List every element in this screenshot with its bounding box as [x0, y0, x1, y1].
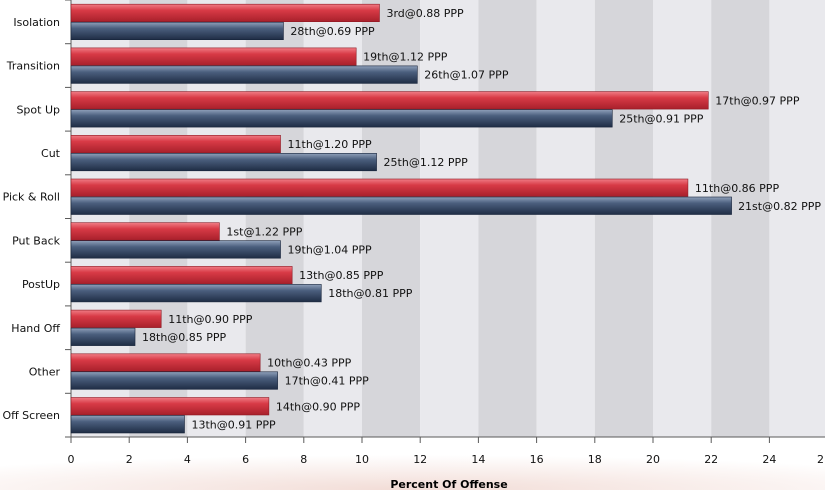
bar-opponent[interactable]	[71, 66, 417, 84]
bar-opponent[interactable]	[71, 110, 612, 128]
bar-data-label: 28th@0.69 PPP	[290, 25, 375, 38]
category-label: Other	[29, 365, 61, 378]
x-tick-label: 18	[588, 453, 602, 466]
bar-data-label: 18th@0.85 PPP	[142, 331, 227, 344]
bar-opponent[interactable]	[71, 416, 184, 434]
bar-data-label: 21st@0.82 PPP	[738, 200, 821, 213]
bar-data-label: 17th@0.97 PPP	[715, 94, 800, 107]
x-tick-label: 4	[184, 453, 191, 466]
bar-team[interactable]	[71, 179, 688, 197]
bar-data-label: 18th@0.81 PPP	[328, 287, 413, 300]
bar-data-label: 11th@0.86 PPP	[695, 182, 780, 195]
x-tick-label: 0	[68, 453, 75, 466]
bar-team[interactable]	[71, 48, 356, 66]
x-tick-label: 2	[126, 453, 133, 466]
x-tick-label: 2	[817, 453, 824, 466]
grid-band	[362, 0, 420, 437]
category-label: Cut	[41, 147, 61, 160]
x-tick-label: 6	[242, 453, 249, 466]
bar-data-label: 13th@0.85 PPP	[299, 269, 384, 282]
x-tick-label: 12	[413, 453, 427, 466]
bar-data-label: 17th@0.41 PPP	[285, 375, 370, 388]
bar-team[interactable]	[71, 398, 269, 416]
category-label: PostUp	[22, 278, 60, 291]
grid-band	[420, 0, 478, 437]
x-tick-label: 14	[471, 453, 485, 466]
grid-band	[711, 0, 769, 437]
bar-data-label: 14th@0.90 PPP	[276, 400, 361, 413]
bar-opponent[interactable]	[71, 284, 321, 302]
bar-data-label: 19th@1.04 PPP	[288, 243, 373, 256]
category-label: Isolation	[13, 16, 60, 29]
bar-team[interactable]	[71, 266, 292, 284]
category-label: Pick & Roll	[3, 191, 60, 204]
x-tick-label: 22	[704, 453, 718, 466]
bar-data-label: 25th@0.91 PPP	[619, 112, 704, 125]
bar-data-label: 10th@0.43 PPP	[267, 357, 352, 370]
bar-opponent[interactable]	[71, 241, 281, 259]
bar-opponent[interactable]	[71, 328, 135, 346]
bar-team[interactable]	[71, 310, 161, 328]
bar-opponent[interactable]	[71, 372, 278, 390]
category-label: Off Screen	[2, 409, 60, 422]
x-axis-title: Percent Of Offense	[390, 478, 507, 490]
grid-band	[653, 0, 711, 437]
grid-band	[537, 0, 595, 437]
bar-opponent[interactable]	[71, 197, 732, 215]
bar-opponent[interactable]	[71, 153, 377, 171]
bar-data-label: 19th@1.12 PPP	[363, 51, 448, 64]
grid-band	[769, 0, 825, 437]
grid-band	[478, 0, 536, 437]
grid-band	[595, 0, 653, 437]
category-label: Put Back	[12, 234, 61, 247]
bar-team[interactable]	[71, 92, 708, 110]
bar-data-label: 13th@0.91 PPP	[191, 418, 276, 431]
bar-data-label: 1st@1.22 PPP	[226, 225, 302, 238]
bar-team[interactable]	[71, 135, 281, 153]
pnr-play-type-chart: 3rd@0.88 PPP28th@0.69 PPP19th@1.12 PPP26…	[0, 0, 825, 490]
bar-data-label: 3rd@0.88 PPP	[386, 7, 464, 20]
bar-data-label: 25th@1.12 PPP	[384, 156, 469, 169]
x-tick-label: 24	[762, 453, 776, 466]
bar-team[interactable]	[71, 354, 260, 372]
bar-team[interactable]	[71, 4, 379, 22]
category-label-group: Isolation Transition Spot Up Cut Pick & Roll…	[2, 16, 60, 422]
bar-opponent[interactable]	[71, 22, 283, 40]
bar-data-label: 26th@1.07 PPP	[424, 69, 509, 82]
category-label: Hand Off	[11, 322, 60, 335]
x-tick-label: 8	[300, 453, 307, 466]
bar-data-label: 11th@1.20 PPP	[288, 138, 373, 151]
bar-data-label: 11th@0.90 PPP	[168, 313, 253, 326]
x-tick-label: 20	[646, 453, 660, 466]
category-label: Transition	[6, 60, 60, 73]
x-tick-label: 10	[355, 453, 369, 466]
bar-team[interactable]	[71, 223, 219, 241]
x-tick-label: 16	[530, 453, 544, 466]
category-label: Spot Up	[16, 103, 60, 116]
